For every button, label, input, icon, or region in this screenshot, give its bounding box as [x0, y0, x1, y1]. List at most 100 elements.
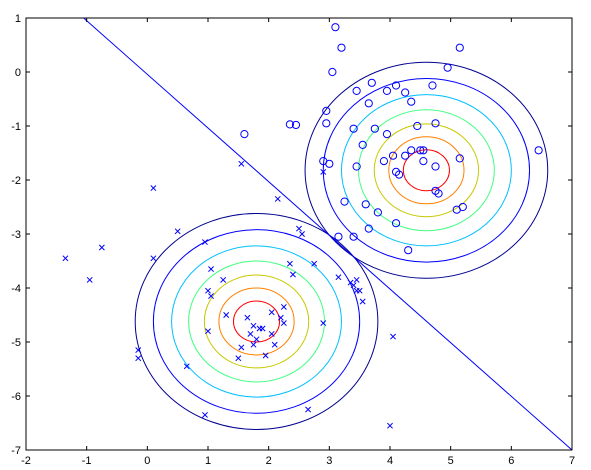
contour-ring — [340, 94, 512, 247]
x-tick-label: 4 — [387, 455, 393, 467]
contour-ring — [322, 77, 531, 263]
data-point-x — [289, 271, 296, 278]
data-point-circle — [419, 157, 428, 166]
y-tick-label: -3 — [11, 229, 21, 241]
x-tick-label: 5 — [448, 455, 454, 467]
contour-ring — [218, 287, 295, 356]
data-point-circle — [349, 232, 358, 241]
data-point-x — [280, 320, 287, 327]
data-point-x — [353, 287, 360, 294]
data-point-x — [271, 341, 278, 348]
data-point-x — [277, 314, 284, 321]
data-point-circle — [364, 224, 373, 233]
data-point-x — [311, 260, 318, 267]
contour-ring — [304, 61, 549, 279]
data-point-x — [268, 330, 275, 337]
data-point-x — [235, 355, 242, 362]
data-point-x — [280, 303, 287, 310]
data-point-x — [247, 330, 254, 337]
data-point-circle — [455, 154, 464, 163]
data-point-circle — [240, 130, 249, 139]
data-point-circle — [367, 78, 376, 87]
data-point-circle — [334, 232, 343, 241]
data-point-circle — [458, 202, 467, 212]
contour-layer — [134, 61, 549, 430]
data-point-circle — [291, 120, 301, 130]
data-point-circle — [388, 151, 398, 160]
x-tick-label: 1 — [205, 455, 211, 467]
y-tick-label: 1 — [15, 13, 21, 25]
decision-boundary-line — [83, 17, 573, 451]
data-point-x — [223, 312, 230, 318]
data-point-x — [238, 344, 245, 351]
x-tick-label: 2 — [266, 455, 272, 467]
data-point-x — [205, 328, 211, 335]
data-point-circle — [340, 197, 349, 206]
x-tick-label: -1 — [82, 455, 92, 467]
data-point-x — [296, 225, 302, 232]
data-point-x — [320, 320, 327, 327]
decision-boundary-layer — [83, 17, 573, 451]
data-point-circle — [395, 170, 404, 179]
data-point-x — [250, 322, 257, 329]
data-point-x — [387, 422, 393, 429]
data-point-circle — [331, 23, 340, 32]
data-point-circle — [391, 219, 401, 228]
data-point-circle — [431, 162, 440, 171]
y-tick-label: -1 — [11, 121, 21, 133]
data-point-circle — [322, 119, 331, 128]
contour-ring — [188, 260, 325, 383]
data-point-x — [274, 195, 281, 202]
x-tick-label: 3 — [326, 455, 332, 467]
y-tick-label: -7 — [11, 445, 21, 457]
data-point-circle — [352, 86, 361, 96]
data-point-circle — [391, 81, 401, 90]
data-point-x — [174, 228, 181, 235]
y-tick-label: -2 — [11, 175, 21, 187]
data-point-x — [135, 347, 142, 354]
data-point-x — [150, 185, 157, 192]
data-point-circle — [428, 81, 437, 90]
data-point-x — [359, 298, 366, 305]
plot-frame — [25, 17, 573, 451]
x-tick-label: 0 — [144, 455, 150, 467]
data-point-x — [220, 276, 227, 283]
data-point-circle — [401, 151, 410, 160]
data-point-circle — [337, 43, 346, 52]
x-tick-label: 6 — [508, 455, 514, 467]
data-point-circle — [413, 121, 422, 131]
contour-ring — [171, 245, 342, 398]
data-point-circle — [382, 130, 392, 139]
data-point-x — [183, 363, 190, 370]
data-point-x — [286, 260, 293, 267]
data-point-x — [305, 406, 312, 413]
data-point-circle — [407, 146, 416, 155]
contour-ring — [134, 212, 379, 430]
data-point-x — [205, 287, 211, 294]
data-point-circle — [328, 67, 337, 77]
data-point-circle — [352, 162, 361, 171]
data-point-x — [350, 282, 357, 289]
contour-ring — [232, 300, 281, 343]
x-tick-label: -2 — [21, 455, 31, 467]
data-point-x — [208, 266, 214, 273]
data-point-circle — [373, 208, 382, 217]
tick-layer: -2 -1 0 1 2 3 4 5 6 7 1 0 -1 -2 -3 -4 -5 -6 -7 — [11, 13, 575, 467]
contour-ring — [373, 123, 480, 218]
x-tick-label: 7 — [569, 455, 575, 467]
data-point-x — [259, 325, 266, 332]
contour-ring — [402, 149, 450, 192]
y-tick-label: -5 — [11, 337, 21, 349]
data-point-x — [390, 333, 396, 340]
contour-ring — [388, 136, 465, 205]
data-point-x — [135, 355, 142, 362]
contour-ring — [152, 229, 361, 414]
data-point-circle — [431, 119, 440, 128]
data-point-x — [320, 168, 327, 175]
data-point-x — [262, 352, 269, 359]
data-point-circle — [455, 43, 464, 52]
data-point-x — [238, 160, 245, 167]
data-point-x — [353, 276, 360, 283]
data-point-circle — [364, 99, 373, 108]
